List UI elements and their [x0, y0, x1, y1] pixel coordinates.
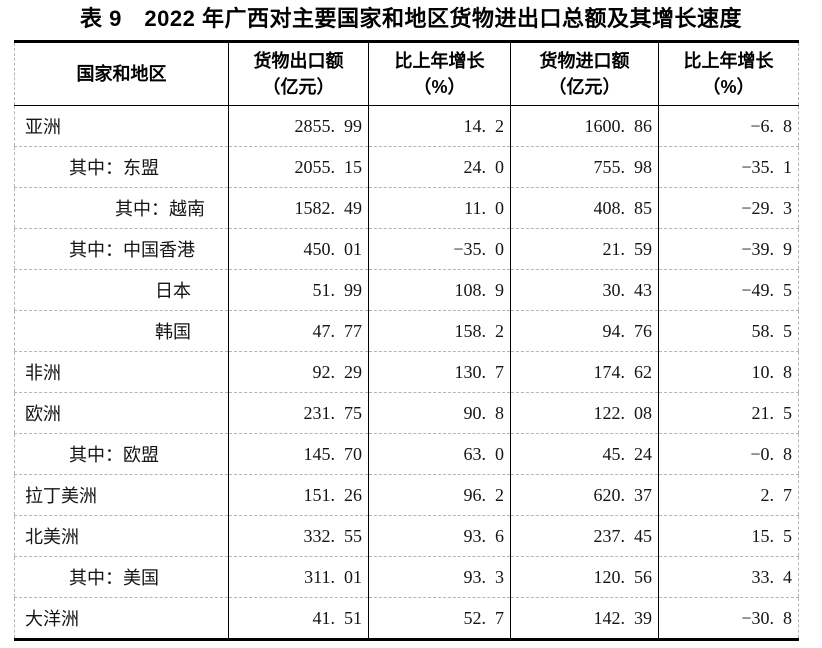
col-header-import-growth-line1: 比上年增长: [683, 51, 774, 71]
export-cell: 2055. 15: [228, 146, 369, 188]
region-cell: 其中：东盟: [14, 146, 229, 188]
import-growth-cell: −39. 9: [658, 228, 799, 270]
table-row-japan: 日本 51. 99 108. 9 30. 43 −49. 5: [14, 269, 799, 311]
export-growth-cell: 96. 2: [368, 474, 511, 516]
table-row-asean: 其中：东盟 2055. 15 24. 0 755. 98 −35. 1: [14, 146, 799, 188]
table-row-eu: 其中：欧盟 145. 70 63. 0 45. 24 −0. 8: [14, 433, 799, 475]
col-header-import-growth-line2: （%）: [702, 77, 755, 97]
col-header-export-growth: 比上年增长 （%）: [368, 41, 511, 106]
import-growth-cell: 21. 5: [658, 392, 799, 434]
export-cell: 2855. 99: [228, 105, 369, 147]
region-cell: 韩国: [14, 310, 229, 352]
import-growth-cell: 10. 8: [658, 351, 799, 393]
export-growth-cell: 63. 0: [368, 433, 511, 475]
import-cell: 237. 45: [510, 515, 659, 557]
import-growth-cell: −6. 8: [658, 105, 799, 147]
export-cell: 231. 75: [228, 392, 369, 434]
import-growth-cell: 33. 4: [658, 556, 799, 598]
table-body: 亚洲 2855. 99 14. 2 1600. 86 −6. 8 其中：东盟 2…: [14, 105, 799, 640]
export-growth-cell: 52. 7: [368, 597, 511, 640]
export-growth-cell: 14. 2: [368, 105, 511, 147]
table-row-korea: 韩国 47. 77 158. 2 94. 76 58. 5: [14, 310, 799, 352]
region-cell: 欧洲: [14, 392, 229, 434]
export-growth-cell: 108. 9: [368, 269, 511, 311]
export-growth-cell: −35. 0: [368, 228, 511, 270]
import-growth-cell: −49. 5: [658, 269, 799, 311]
import-cell: 1600. 86: [510, 105, 659, 147]
table-row-hongkong: 其中：中国香港 450. 01 −35. 0 21. 59 −39. 9: [14, 228, 799, 270]
import-growth-cell: 58. 5: [658, 310, 799, 352]
table-header: 国家和地区 货物出口额 （亿元） 比上年增长 （%） 货物进口额 （亿元） 比上…: [14, 41, 799, 106]
col-header-export-line1: 货物出口额: [253, 51, 344, 71]
export-growth-cell: 93. 3: [368, 556, 511, 598]
col-header-import-line1: 货物进口额: [539, 51, 630, 71]
region-cell: 其中：美国: [14, 556, 229, 598]
import-cell: 45. 24: [510, 433, 659, 475]
table-row-oceania: 大洋洲 41. 51 52. 7 142. 39 −30. 8: [14, 597, 799, 640]
export-growth-cell: 158. 2: [368, 310, 511, 352]
region-cell: 其中：欧盟: [14, 433, 229, 475]
export-cell: 145. 70: [228, 433, 369, 475]
export-cell: 332. 55: [228, 515, 369, 557]
header-row: 国家和地区 货物出口额 （亿元） 比上年增长 （%） 货物进口额 （亿元） 比上…: [14, 41, 799, 106]
import-cell: 174. 62: [510, 351, 659, 393]
export-growth-cell: 11. 0: [368, 187, 511, 229]
region-cell: 其中：中国香港: [14, 228, 229, 270]
col-header-region-label: 国家和地区: [76, 64, 167, 84]
export-growth-cell: 130. 7: [368, 351, 511, 393]
col-header-import: 货物进口额 （亿元）: [510, 41, 659, 106]
export-cell: 47. 77: [228, 310, 369, 352]
export-cell: 92. 29: [228, 351, 369, 393]
region-cell: 其中：越南: [14, 187, 229, 229]
import-cell: 120. 56: [510, 556, 659, 598]
import-growth-cell: −0. 8: [658, 433, 799, 475]
export-cell: 151. 26: [228, 474, 369, 516]
import-cell: 30. 43: [510, 269, 659, 311]
import-growth-cell: −30. 8: [658, 597, 799, 640]
region-cell: 拉丁美洲: [14, 474, 229, 516]
export-cell: 311. 01: [228, 556, 369, 598]
col-header-import-line2: （亿元）: [548, 77, 621, 97]
export-growth-cell: 24. 0: [368, 146, 511, 188]
import-cell: 94. 76: [510, 310, 659, 352]
table-row-latin-america: 拉丁美洲 151. 26 96. 2 620. 37 2. 7: [14, 474, 799, 516]
import-growth-cell: 15. 5: [658, 515, 799, 557]
export-cell: 41. 51: [228, 597, 369, 640]
export-growth-cell: 93. 6: [368, 515, 511, 557]
col-header-export-growth-line1: 比上年增长: [394, 51, 485, 71]
region-cell: 北美洲: [14, 515, 229, 557]
export-cell: 450. 01: [228, 228, 369, 270]
table-title: 表 9 2022 年广西对主要国家和地区货物进出口总额及其增长速度: [80, 6, 742, 31]
col-header-region: 国家和地区: [14, 41, 229, 106]
export-cell: 51. 99: [228, 269, 369, 311]
export-cell: 1582. 49: [228, 187, 369, 229]
region-cell: 大洋洲: [14, 597, 229, 640]
import-cell: 620. 37: [510, 474, 659, 516]
import-cell: 408. 85: [510, 187, 659, 229]
col-header-export-growth-line2: （%）: [413, 77, 466, 97]
region-cell: 亚洲: [25, 117, 61, 137]
import-cell: 21. 59: [510, 228, 659, 270]
region-cell: 非洲: [14, 351, 229, 393]
import-growth-cell: −29. 3: [658, 187, 799, 229]
table-row-africa: 非洲 92. 29 130. 7 174. 62 10. 8: [14, 351, 799, 393]
import-growth-cell: −35. 1: [658, 146, 799, 188]
table-row-vietnam: 其中：越南 1582. 49 11. 0 408. 85 −29. 3: [14, 187, 799, 229]
region-cell: 日本: [14, 269, 229, 311]
export-growth-cell: 90. 8: [368, 392, 511, 434]
trade-table: 国家和地区 货物出口额 （亿元） 比上年增长 （%） 货物进口额 （亿元） 比上…: [14, 40, 799, 641]
col-header-import-growth: 比上年增长 （%）: [658, 41, 799, 106]
table-row-europe: 欧洲 231. 75 90. 8 122. 08 21. 5: [14, 392, 799, 434]
table-row-north-america: 北美洲 332. 55 93. 6 237. 45 15. 5: [14, 515, 799, 557]
table-row-usa: 其中：美国 311. 01 93. 3 120. 56 33. 4: [14, 556, 799, 598]
import-cell: 122. 08: [510, 392, 659, 434]
col-header-export-line2: （亿元）: [262, 77, 335, 97]
col-header-export: 货物出口额 （亿元）: [228, 41, 369, 106]
import-growth-cell: 2. 7: [658, 474, 799, 516]
table-row-asia: 亚洲 2855. 99 14. 2 1600. 86 −6. 8: [15, 105, 799, 147]
import-cell: 755. 98: [510, 146, 659, 188]
import-cell: 142. 39: [510, 597, 659, 640]
